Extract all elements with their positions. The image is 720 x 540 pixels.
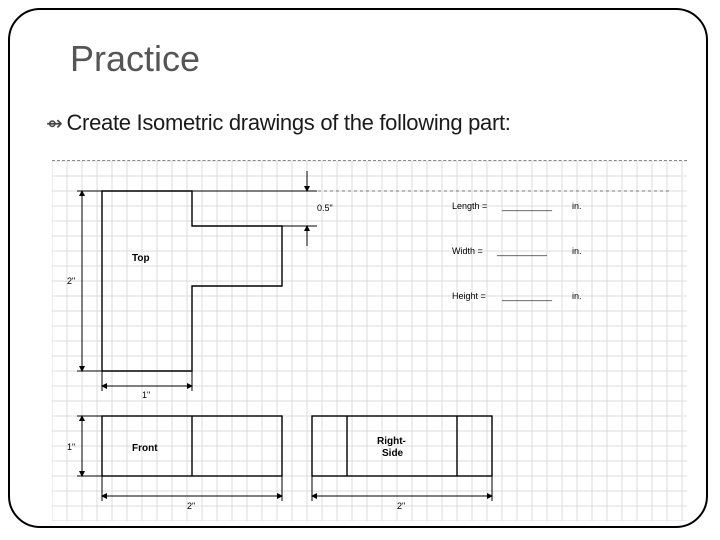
length-unit: in. — [572, 201, 582, 211]
dim-right-width-label: 2" — [397, 501, 405, 511]
width-unit: in. — [572, 246, 582, 256]
dim-front-height-label: 1" — [67, 442, 75, 452]
slide-title: Practice — [70, 38, 200, 80]
dim-top-width-label: 1" — [142, 390, 150, 400]
height-unit: in. — [572, 291, 582, 301]
bullet-text: ⇴Create Isometric drawings of the follow… — [46, 110, 511, 136]
drawing-svg: Top 2" 1" 0.5" — [52, 161, 687, 521]
length-blank: __________ — [501, 201, 553, 211]
top-view-label: Top — [132, 253, 150, 264]
bullet-label: Create Isometric drawings of the followi… — [66, 110, 510, 135]
right-side-label-1: Right- — [377, 436, 406, 447]
width-blank: __________ — [496, 246, 548, 256]
dim-front-width-label: 2" — [187, 501, 195, 511]
orthographic-drawing: Top 2" 1" 0.5" — [52, 160, 687, 521]
right-side-label-2: Side — [382, 448, 404, 459]
dim-top-notch-label: 0.5" — [317, 203, 333, 213]
grid — [52, 161, 687, 521]
front-view-label: Front — [132, 443, 158, 454]
width-label: Width = — [452, 246, 483, 256]
dim-top-height-label: 2" — [67, 276, 75, 286]
height-blank: __________ — [501, 291, 553, 301]
bullet-icon: ⇴ — [46, 113, 62, 135]
slide-frame: Practice ⇴Create Isometric drawings of t… — [8, 8, 708, 528]
dim-top-width: 1" — [102, 371, 192, 400]
length-label: Length = — [452, 201, 487, 211]
height-label: Height = — [452, 291, 486, 301]
